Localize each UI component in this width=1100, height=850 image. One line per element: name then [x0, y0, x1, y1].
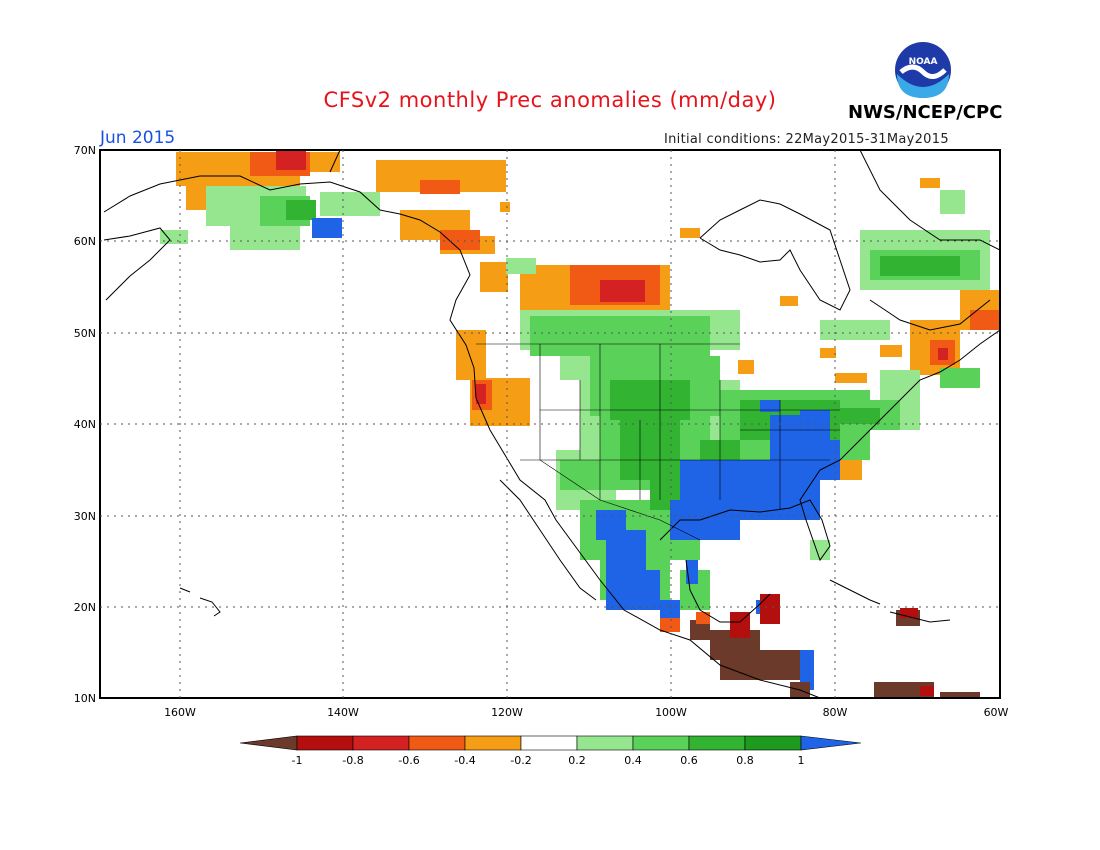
legend-swatch: [464, 735, 522, 751]
legend-label: -0.4: [454, 754, 475, 767]
legend-swatch: [520, 735, 578, 751]
legend-label: -0.2: [510, 754, 531, 767]
legend-arrow-high: [800, 735, 862, 751]
legend-labels: -1 -0.8 -0.6 -0.4 -0.2 0.2 0.4 0.6 0.8 1: [292, 754, 805, 767]
initial-conditions: Initial conditions: 22May2015-31May2015: [664, 132, 949, 147]
legend-swatches: [239, 735, 862, 751]
lat-label: 60N: [74, 235, 96, 248]
legend-arrow-low: [239, 735, 298, 751]
lat-label: 50N: [74, 327, 96, 340]
legend-label: -1: [292, 754, 303, 767]
lat-label: 10N: [74, 692, 96, 705]
lat-label: 30N: [74, 510, 96, 523]
noaa-logo: NOAA: [895, 42, 951, 98]
legend-swatch: [688, 735, 746, 751]
legend-swatch: [632, 735, 690, 751]
legend-label: 0.2: [568, 754, 586, 767]
legend-swatch: [576, 735, 634, 751]
agency-label: NWS/NCEP/CPC: [848, 102, 1003, 123]
lon-label: 60W: [984, 706, 1009, 719]
legend-label: -0.6: [398, 754, 419, 767]
chart-title: CFSv2 monthly Prec anomalies (mm/day): [323, 88, 777, 112]
lon-label: 100W: [655, 706, 687, 719]
lon-label: 120W: [491, 706, 523, 719]
legend-swatch: [408, 735, 466, 751]
legend-swatch: [744, 735, 802, 751]
forecast-month: Jun 2015: [100, 128, 176, 148]
lon-label: 140W: [327, 706, 359, 719]
logo-text: NOAA: [909, 57, 938, 67]
legend-swatch: [296, 735, 354, 751]
lon-label: 80W: [823, 706, 848, 719]
graticule: [100, 150, 1000, 698]
lat-label: 40N: [74, 418, 96, 431]
anomaly-field: [103, 150, 1000, 698]
legend-swatch: [352, 735, 410, 751]
legend-label: 1: [798, 754, 805, 767]
legend-label: -0.8: [342, 754, 363, 767]
lat-label: 70N: [74, 144, 96, 157]
legend-label: 0.4: [624, 754, 642, 767]
legend-label: 0.8: [736, 754, 754, 767]
legend-label: 0.6: [680, 754, 698, 767]
lon-label: 160W: [164, 706, 196, 719]
lat-label: 20N: [74, 601, 96, 614]
